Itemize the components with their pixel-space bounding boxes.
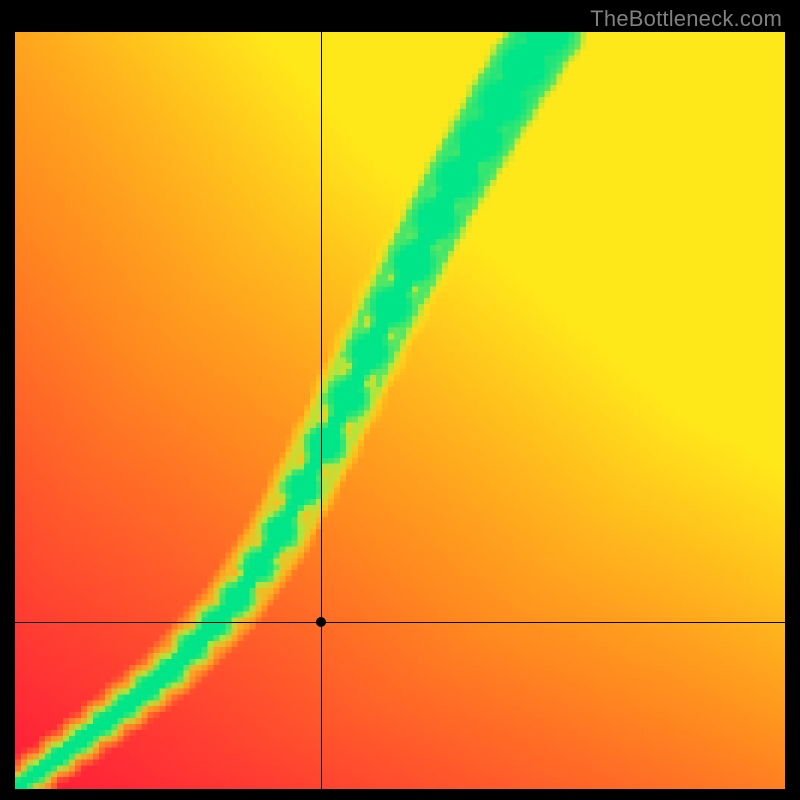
watermark-text: TheBottleneck.com (590, 6, 782, 32)
bottleneck-heatmap (15, 32, 785, 789)
